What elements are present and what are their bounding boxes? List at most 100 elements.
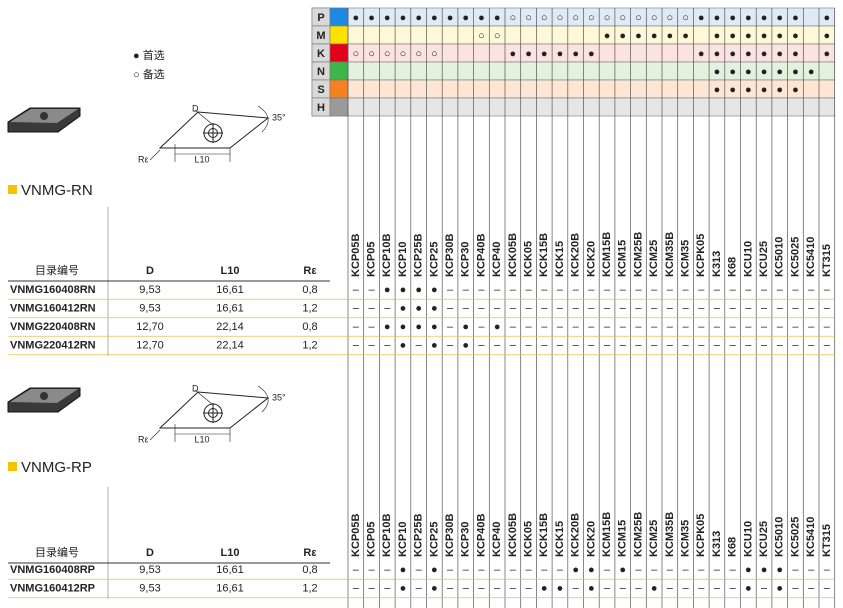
grade-header: KCK15 bbox=[554, 241, 566, 277]
grade-header: KC5410 bbox=[805, 237, 817, 277]
material-mark: ● bbox=[729, 84, 736, 96]
grade-header: KCK20 bbox=[585, 241, 597, 277]
grade-mark: – bbox=[573, 582, 580, 594]
material-mark: ● bbox=[745, 84, 752, 96]
grade-mark: – bbox=[824, 582, 831, 594]
grade-mark: – bbox=[384, 582, 391, 594]
grade-mark: – bbox=[557, 339, 564, 351]
d-dim bbox=[194, 109, 213, 125]
material-mark: ● bbox=[776, 30, 783, 42]
grade-mark: ● bbox=[651, 582, 658, 594]
material-mark: ● bbox=[384, 12, 391, 24]
grade-mark: – bbox=[667, 582, 674, 594]
grade-header: K68 bbox=[727, 257, 739, 277]
grade-mark: – bbox=[777, 284, 784, 296]
material-code: S bbox=[317, 84, 324, 96]
grade-mark: – bbox=[761, 339, 768, 351]
grade-mark: – bbox=[510, 321, 517, 333]
grade-mark: – bbox=[447, 564, 454, 576]
cell: 16,61 bbox=[216, 564, 244, 576]
d-dim bbox=[194, 389, 213, 405]
grade-mark: – bbox=[353, 339, 360, 351]
grade-mark: – bbox=[792, 564, 799, 576]
grade-mark: ● bbox=[415, 321, 422, 333]
grade-mark: – bbox=[604, 339, 611, 351]
grade-mark: – bbox=[384, 339, 391, 351]
grade-mark: – bbox=[573, 302, 580, 314]
grade-header: KT315 bbox=[821, 524, 833, 557]
grade-mark: – bbox=[368, 302, 375, 314]
grade-mark: – bbox=[604, 284, 611, 296]
grade-mark: – bbox=[730, 321, 737, 333]
grade-header: KCU25 bbox=[758, 241, 770, 277]
grade-mark: – bbox=[510, 582, 517, 594]
grade-mark: ● bbox=[588, 564, 595, 576]
grade-mark: – bbox=[478, 564, 485, 576]
material-mark: ● bbox=[776, 84, 783, 96]
dim-label: L10 bbox=[194, 154, 209, 164]
grade-mark: – bbox=[525, 339, 532, 351]
material-mark: ● bbox=[729, 30, 736, 42]
grade-header: KC5025 bbox=[789, 237, 801, 277]
grade-mark: – bbox=[745, 321, 752, 333]
insert-hole bbox=[40, 112, 48, 120]
grade-mark: – bbox=[698, 321, 705, 333]
material-mark: ● bbox=[761, 48, 768, 60]
material-mark: ● bbox=[729, 66, 736, 78]
grade-mark: – bbox=[463, 284, 470, 296]
grade-mark: – bbox=[777, 302, 784, 314]
grade-header: KCM25 bbox=[648, 240, 660, 277]
cell: 0,8 bbox=[302, 284, 317, 296]
grade-mark: – bbox=[824, 321, 831, 333]
title-marker bbox=[8, 462, 17, 471]
cell: 22,14 bbox=[216, 321, 244, 333]
cell: 0,8 bbox=[302, 564, 317, 576]
grade-mark: – bbox=[651, 302, 658, 314]
material-mark: ● bbox=[792, 48, 799, 60]
grade-mark: – bbox=[620, 321, 627, 333]
material-mark: ● bbox=[619, 30, 626, 42]
grade-mark: – bbox=[651, 564, 658, 576]
grade-mark: – bbox=[730, 564, 737, 576]
grade-mark: – bbox=[824, 564, 831, 576]
grade-header: KCP40 bbox=[491, 522, 503, 557]
cell: 0,8 bbox=[302, 321, 317, 333]
grade-mark: – bbox=[620, 284, 627, 296]
material-mark: ● bbox=[557, 48, 564, 60]
re-leader bbox=[149, 429, 161, 441]
cell: 12,70 bbox=[136, 339, 164, 351]
grade-header: KCK20 bbox=[585, 521, 597, 557]
grade-mark: – bbox=[588, 339, 595, 351]
material-mark: ● bbox=[353, 12, 360, 24]
grade-mark: – bbox=[824, 284, 831, 296]
insert-outline bbox=[158, 391, 270, 429]
grade-mark: – bbox=[353, 582, 360, 594]
grade-mark: – bbox=[510, 339, 517, 351]
grade-mark: – bbox=[808, 339, 815, 351]
material-mark: ○ bbox=[604, 12, 611, 24]
material-mark: ● bbox=[651, 30, 658, 42]
grade-mark: – bbox=[353, 284, 360, 296]
material-mark: ● bbox=[745, 12, 752, 24]
grade-mark: – bbox=[682, 302, 689, 314]
grade-header: KCM35B bbox=[664, 232, 676, 277]
material-mark: ● bbox=[792, 12, 799, 24]
grade-mark: – bbox=[510, 564, 517, 576]
grade-mark: – bbox=[463, 582, 470, 594]
material-code: K bbox=[317, 48, 325, 60]
grade-mark: – bbox=[525, 582, 532, 594]
grade-mark: – bbox=[635, 321, 642, 333]
grade-mark: – bbox=[525, 302, 532, 314]
grade-header: KCPK05 bbox=[695, 234, 707, 277]
material-mark: ● bbox=[400, 12, 407, 24]
grade-mark: ● bbox=[431, 582, 438, 594]
grade-mark: – bbox=[510, 302, 517, 314]
grade-mark: – bbox=[525, 321, 532, 333]
re-leader bbox=[149, 149, 161, 161]
grade-mark: – bbox=[557, 284, 564, 296]
grade-header: KC5010 bbox=[774, 517, 786, 557]
material-mark: ● bbox=[824, 30, 831, 42]
material-mark: ○ bbox=[510, 12, 517, 24]
grade-mark: ● bbox=[431, 564, 438, 576]
